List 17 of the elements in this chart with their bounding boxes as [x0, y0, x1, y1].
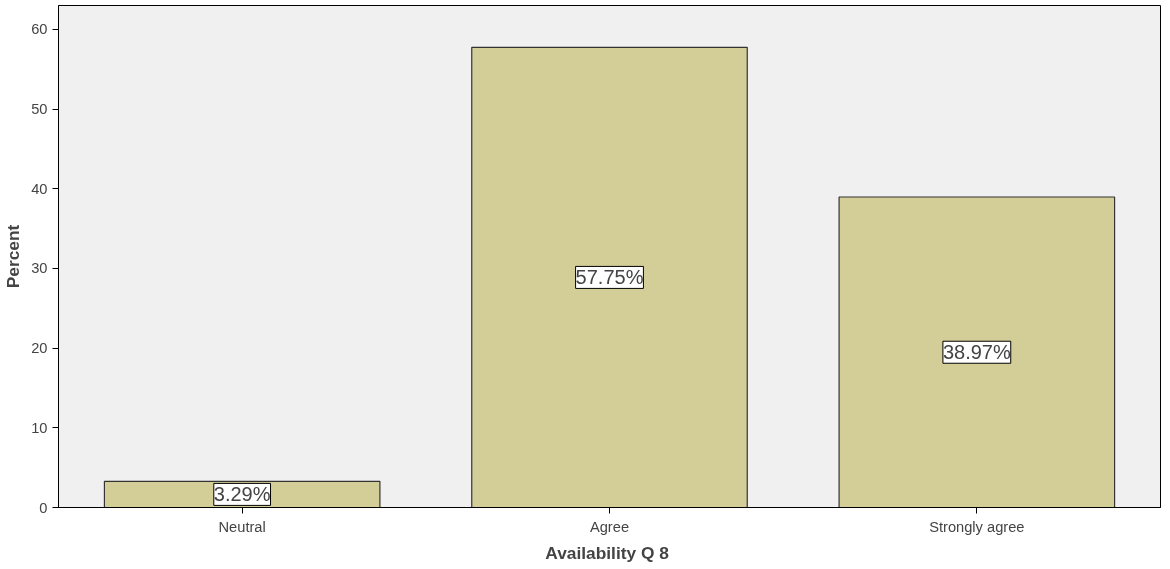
bar [471, 46, 748, 508]
x-tick-label: Neutral [218, 518, 266, 535]
y-axis-title: Percent [3, 224, 24, 289]
y-tick-label: 40 [31, 180, 48, 197]
y-tick-label: 20 [31, 340, 48, 357]
x-axis-title: Availability Q 8 [545, 542, 670, 563]
y-tick-label: 60 [31, 21, 48, 38]
data-label: 3.29% [213, 483, 271, 506]
bar [838, 196, 1116, 508]
data-label: 38.97% [942, 341, 1011, 364]
x-tick-label: Agree [589, 518, 630, 535]
y-tick-label: 10 [31, 419, 48, 436]
y-tick-label: 0 [39, 499, 48, 516]
y-tick-label: 30 [31, 260, 48, 277]
y-tick-label: 50 [31, 101, 48, 118]
x-tick-label: Strongly agree [929, 518, 1025, 535]
data-label: 57.75% [575, 266, 644, 289]
